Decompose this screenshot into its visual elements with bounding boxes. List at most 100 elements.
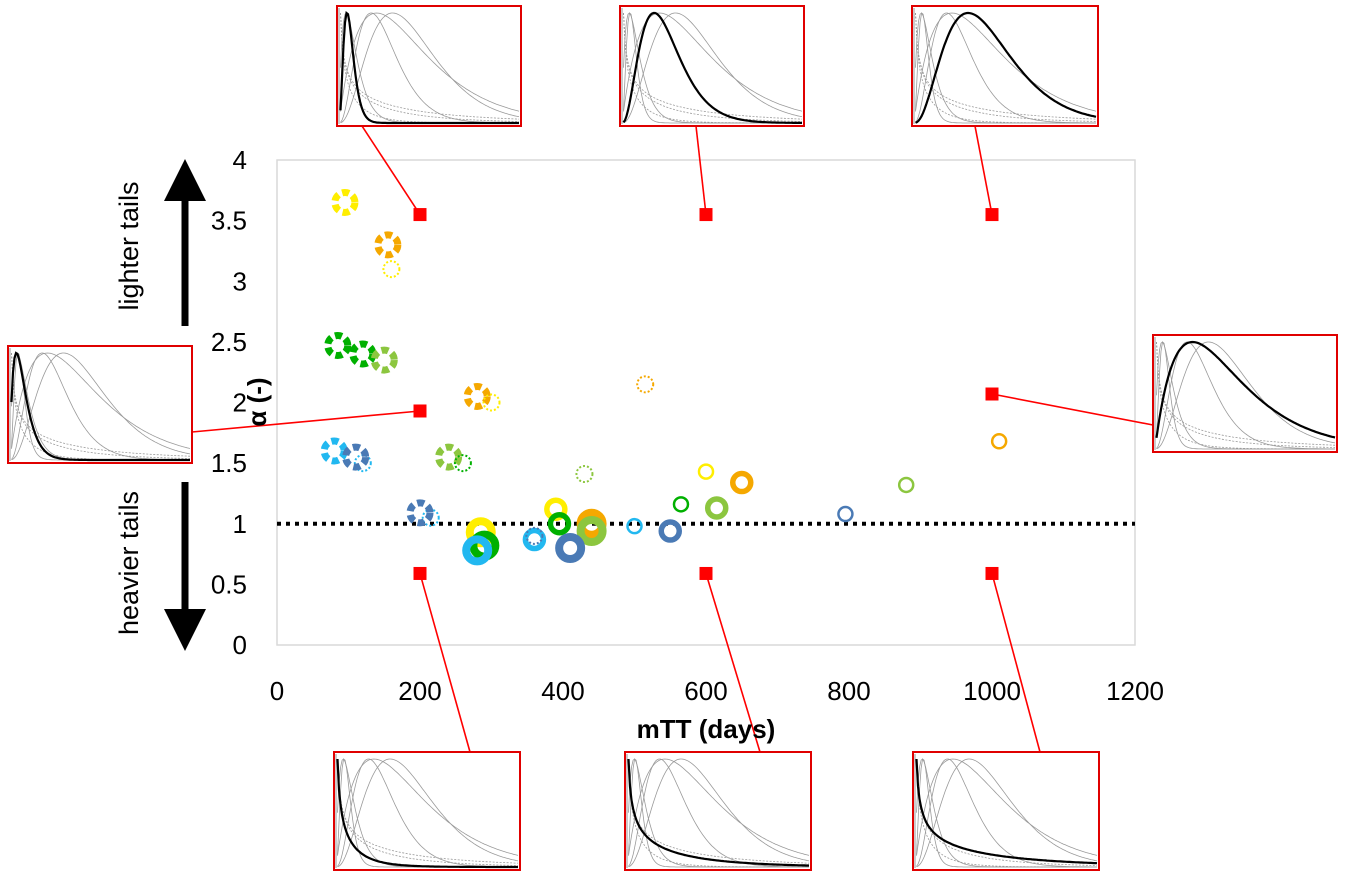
x-axis: 0 200 400 600 800 1000 1200	[270, 676, 1164, 706]
data-point	[990, 433, 1008, 450]
data-point	[704, 496, 729, 520]
data-point	[453, 454, 472, 473]
inset-background-curve	[337, 758, 519, 856]
inset-frame	[912, 751, 1100, 871]
inset-background-curve	[11, 352, 190, 457]
inset-background-curve	[337, 758, 518, 866]
inset-background-curve	[11, 352, 191, 461]
inset-connector-line	[991, 573, 1041, 753]
data-point	[406, 499, 434, 527]
inset-background-curve	[915, 12, 1097, 112]
data-point	[576, 516, 607, 547]
inset-background-curve	[628, 758, 809, 868]
inset-background-curve	[628, 758, 810, 864]
inset-frame	[7, 345, 193, 464]
example-markers	[413, 208, 999, 580]
example-marker	[699, 208, 713, 222]
inset-highlight-curve	[622, 11, 802, 124]
inset-background-curve	[11, 352, 190, 461]
data-point	[382, 260, 401, 279]
inset-background-curve	[628, 758, 809, 868]
x-axis-title: mTT (days)	[637, 714, 776, 744]
x-tick-label: 1200	[1106, 676, 1164, 706]
inset-connector-line	[974, 125, 993, 215]
example-marker	[413, 208, 427, 222]
data-points	[320, 188, 1008, 566]
inset-frame	[624, 751, 812, 871]
data-point	[462, 535, 493, 566]
inset-background-curve	[623, 12, 803, 124]
y-tick-label: 4	[233, 145, 247, 175]
inset-background-curve	[623, 12, 802, 122]
inset-background-curve	[915, 12, 1096, 124]
example-marker	[985, 566, 999, 580]
inset-highlight-curve	[339, 10, 519, 125]
data-point	[547, 512, 572, 536]
data-point	[626, 517, 643, 535]
inset-frame	[911, 5, 1099, 127]
inset-background-curve	[340, 12, 520, 124]
inset-background-curve	[916, 758, 1098, 868]
data-point	[672, 496, 690, 513]
inset-background-curve	[915, 12, 1096, 122]
data-point	[374, 231, 402, 259]
inset-background-curve	[11, 352, 191, 449]
y-tick-label: 2.5	[211, 327, 247, 357]
data-point	[575, 465, 594, 484]
example-marker	[413, 404, 427, 418]
inset-top-right	[911, 5, 1099, 127]
data-point	[482, 393, 501, 412]
inset-frame	[336, 5, 522, 127]
inset-background-curve	[1156, 341, 1335, 450]
inset-background-curve	[915, 12, 1096, 120]
y-tick-label: 0.5	[211, 569, 247, 599]
inset-background-curve	[628, 758, 810, 856]
y-tick-label: 0	[233, 630, 247, 660]
inset-background-curve	[916, 758, 1097, 868]
data-point	[370, 346, 398, 374]
data-point	[897, 476, 915, 494]
inset-bottom-right	[912, 751, 1100, 871]
inset-background-curve	[1156, 341, 1335, 446]
inset-highlight-curve	[1155, 340, 1336, 439]
inset-connector-line	[191, 410, 421, 433]
inset-background-curve	[1156, 341, 1336, 450]
inset-connector-line	[695, 125, 707, 215]
data-point	[555, 533, 586, 563]
inset-background-curve	[1156, 341, 1335, 448]
inset-highlight-curve	[336, 758, 518, 869]
data-point	[525, 526, 544, 545]
data-point	[324, 332, 352, 360]
data-point	[697, 463, 715, 480]
example-marker	[699, 566, 713, 580]
distribution-insets	[7, 5, 1338, 871]
inset-highlight-curve	[10, 351, 190, 462]
y-tick-label: 1.5	[211, 448, 247, 478]
inset-background-curve	[623, 12, 803, 112]
y-axis-title: α (-)	[242, 377, 272, 426]
heavier-tails-label: heavier tails	[114, 491, 144, 635]
plot-area	[276, 159, 1136, 646]
y-tick-label: 1	[233, 509, 247, 539]
inset-background-curve	[340, 12, 519, 122]
example-marker	[413, 566, 427, 580]
inset-background-curve	[1156, 341, 1335, 450]
inset-right	[1152, 334, 1338, 453]
inset-background-curve	[340, 12, 520, 112]
inset-background-curve	[916, 758, 1098, 856]
inset-highlight-curve	[627, 758, 809, 867]
example-marker	[985, 208, 999, 222]
inset-connectors	[191, 125, 1154, 753]
data-point	[636, 375, 655, 394]
x-tick-label: 400	[541, 676, 584, 706]
inset-bottom-left	[333, 751, 521, 871]
inset-connector-line	[361, 125, 421, 216]
inset-connector-line	[419, 573, 471, 753]
x-tick-label: 800	[827, 676, 870, 706]
inset-background-curve	[1156, 341, 1335, 450]
inset-frame	[333, 751, 521, 871]
inset-background-curve	[915, 12, 1096, 124]
inset-bottom-middle	[624, 751, 812, 871]
lighter-tails-label: lighter tails	[114, 181, 144, 310]
inset-top-middle	[619, 5, 805, 127]
